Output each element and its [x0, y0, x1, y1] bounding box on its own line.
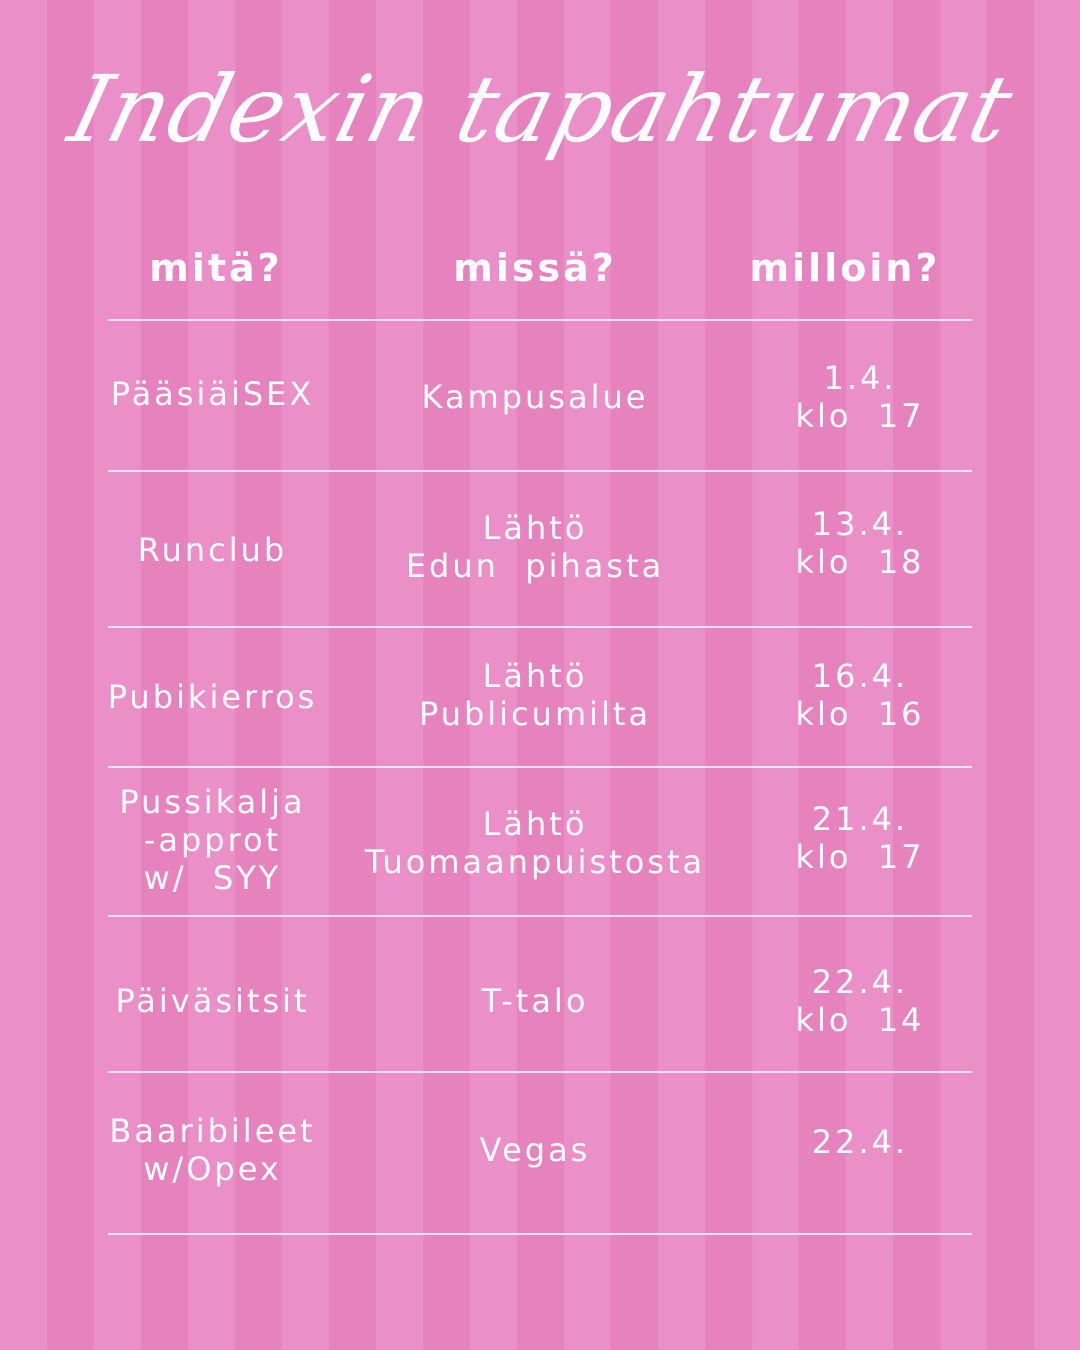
event-where: Kampusalue: [421, 378, 649, 416]
header-where: missä?: [453, 246, 617, 290]
divider: [108, 319, 972, 321]
event-when: 21.4. klo 17: [795, 800, 925, 876]
header-what: mitä?: [149, 246, 283, 290]
event-when: 13.4. klo 18: [795, 505, 925, 581]
divider: [108, 626, 972, 628]
divider: [108, 470, 972, 472]
divider: [108, 915, 972, 917]
event-where: Lähtö Tuomaanpuistosta: [364, 805, 706, 881]
header-when: milloin?: [749, 246, 941, 290]
event-when: 22.4.: [811, 1123, 909, 1161]
event-where: Lähtö Edun pihasta: [405, 509, 665, 585]
event-what: Pubikierros: [107, 678, 318, 716]
event-where: Lähtö Publicumilta: [418, 657, 652, 733]
event-when: 16.4. klo 16: [795, 657, 925, 733]
event-what: Päiväsitsit: [115, 982, 310, 1020]
event-when: 1.4. klo 17: [795, 359, 925, 435]
event-what: Pussikalja -approt w/ SYY: [119, 783, 306, 897]
event-when: 22.4. klo 14: [795, 963, 925, 1039]
divider: [108, 766, 972, 768]
event-what: Runclub: [137, 531, 288, 569]
divider: [108, 1233, 972, 1235]
event-where: Vegas: [479, 1131, 591, 1169]
event-what: Baaribileet w/Opex: [109, 1112, 316, 1188]
event-what: PääsiäiSEX: [110, 375, 315, 413]
poster-title: Indexin tapahtumat: [59, 56, 1024, 163]
event-where: T-talo: [481, 982, 589, 1020]
divider: [108, 1071, 972, 1073]
